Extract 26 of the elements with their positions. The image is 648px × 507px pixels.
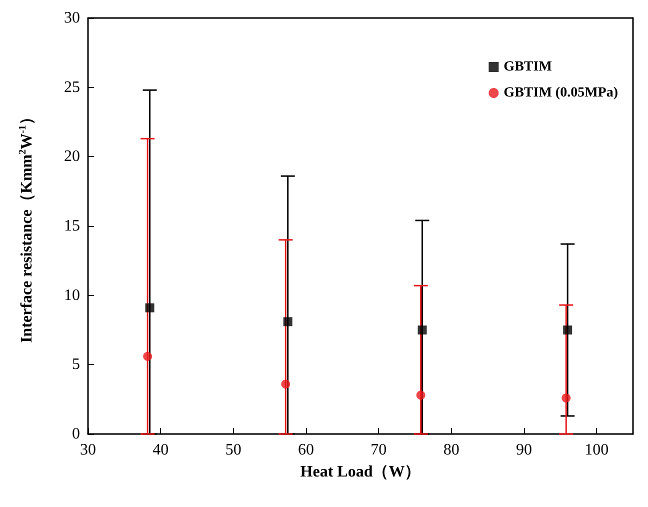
x-tick-label: 80 — [443, 442, 460, 458]
point — [562, 393, 571, 402]
legend-label: GBTIM (0.05MPa) — [504, 86, 618, 100]
x-tick-label: 70 — [370, 442, 387, 458]
y-tick-label: 10 — [64, 286, 80, 304]
x-tick-label: 90 — [516, 442, 532, 458]
point — [145, 303, 154, 312]
y-tick-label: 15 — [64, 218, 80, 234]
point — [143, 352, 152, 361]
x-axis-title: Heat Load（W） — [300, 464, 421, 480]
x-tick-label: 50 — [225, 442, 242, 458]
y-tick-label: 25 — [64, 78, 80, 96]
point — [281, 380, 290, 389]
y-tick-label: 30 — [64, 10, 80, 26]
x-tick-label: 100 — [584, 442, 609, 458]
point — [563, 326, 572, 334]
point — [283, 317, 292, 326]
point — [418, 326, 427, 334]
y-tick-label: 20 — [64, 148, 80, 166]
point — [416, 390, 426, 400]
y-tick-label: 0 — [72, 426, 80, 442]
x-tick-label: 40 — [152, 442, 169, 458]
y-axis-title: Interface resistance（Kmm2W-1） — [18, 109, 36, 343]
legend-label: GBTIM — [504, 60, 552, 74]
x-tick-label: 60 — [298, 442, 314, 458]
y-tick-label: 5 — [72, 356, 80, 374]
